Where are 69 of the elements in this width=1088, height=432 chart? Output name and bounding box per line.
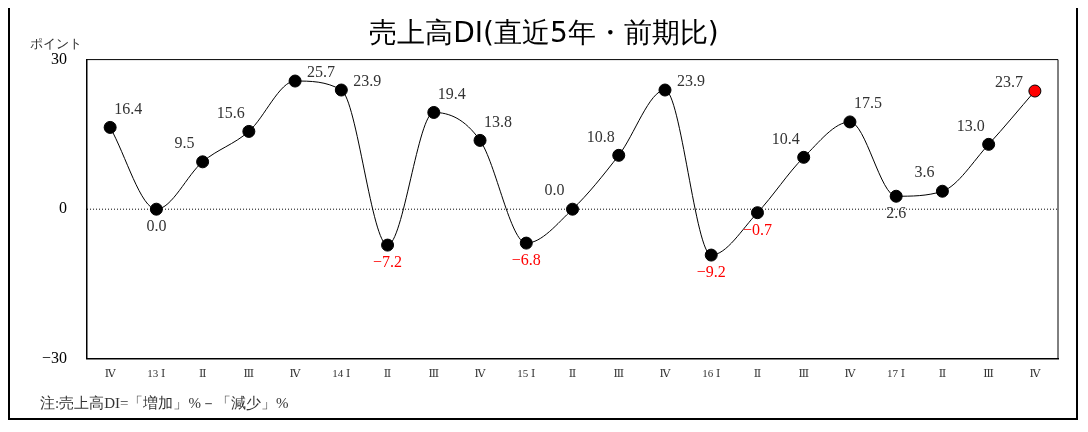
point [704,248,718,262]
y-axis-title: ポイント [30,36,82,51]
x-tick-label: Ⅲ [798,367,809,380]
x-tick-label: 13 Ⅰ [147,367,166,380]
point [750,206,764,220]
text: 13.0 [956,116,985,134]
text: 17.5 [853,94,882,112]
x-tick-label: Ⅳ [289,367,302,380]
text: 2.6 [886,204,907,222]
x-tick-label: 17 Ⅰ [887,367,906,380]
x-tick-label: Ⅱ [568,367,577,380]
point [288,74,302,88]
text: −9.2 [696,263,726,281]
y-tick-label: 30 [51,49,68,67]
x-tick-label: Ⅳ [1029,367,1042,380]
point [982,137,996,151]
y-tick-label: −30 [41,349,68,366]
text: 25.7 [307,63,336,81]
text: 9.5 [174,134,195,152]
text: 23.9 [353,72,382,90]
x-tick-label: Ⅱ [938,367,947,380]
point [103,120,117,134]
x-tick-label: Ⅱ [198,367,207,380]
point [566,202,580,216]
point [889,189,903,203]
x-tick-label: Ⅱ [753,367,762,380]
x-tick-label: Ⅳ [659,367,672,380]
point [612,148,626,162]
point [843,115,857,129]
point [196,155,210,169]
point [473,133,487,147]
x-tick-label: Ⅳ [844,367,857,380]
x-tick-label: Ⅲ [243,367,255,380]
text: 3.6 [914,163,935,181]
text: 15.6 [216,103,245,121]
text: −0.7 [742,220,772,238]
point [658,83,672,97]
text: 19.4 [437,84,466,102]
x-tick-label: Ⅳ [474,367,487,380]
point [427,105,441,119]
x-tick-label: Ⅲ [983,367,994,380]
x-tick-label: 15 Ⅰ [517,367,536,380]
point [519,236,533,250]
x-tick-label: 14 Ⅰ [332,367,351,380]
x-tick-label: Ⅱ [383,367,392,380]
text: 16.4 [114,99,143,117]
point [149,202,163,216]
chart-title: 売上高DI(直近5年・前期比) [369,16,719,50]
text: 0.0 [544,181,565,199]
x-tick-label: Ⅳ [104,367,117,380]
text: 10.4 [771,129,800,147]
text: 0.0 [146,217,167,235]
point [1028,84,1042,98]
point [797,150,811,164]
text: 23.7 [994,73,1023,91]
text: 注:売上高DI=「増加」%－「減少」% [40,395,289,411]
text: 23.9 [676,72,705,90]
text: −6.8 [511,251,541,269]
point [935,184,949,198]
point [334,83,348,97]
x-tick-label: 16 Ⅰ [702,367,721,380]
y-tick-label: 0 [59,199,68,217]
text: 13.8 [484,112,513,130]
x-tick-label: Ⅲ [428,367,440,380]
point [381,238,395,252]
point [242,124,256,138]
x-tick-label: Ⅲ [613,367,625,380]
text: −7.2 [373,253,403,271]
text: 10.8 [586,127,615,145]
